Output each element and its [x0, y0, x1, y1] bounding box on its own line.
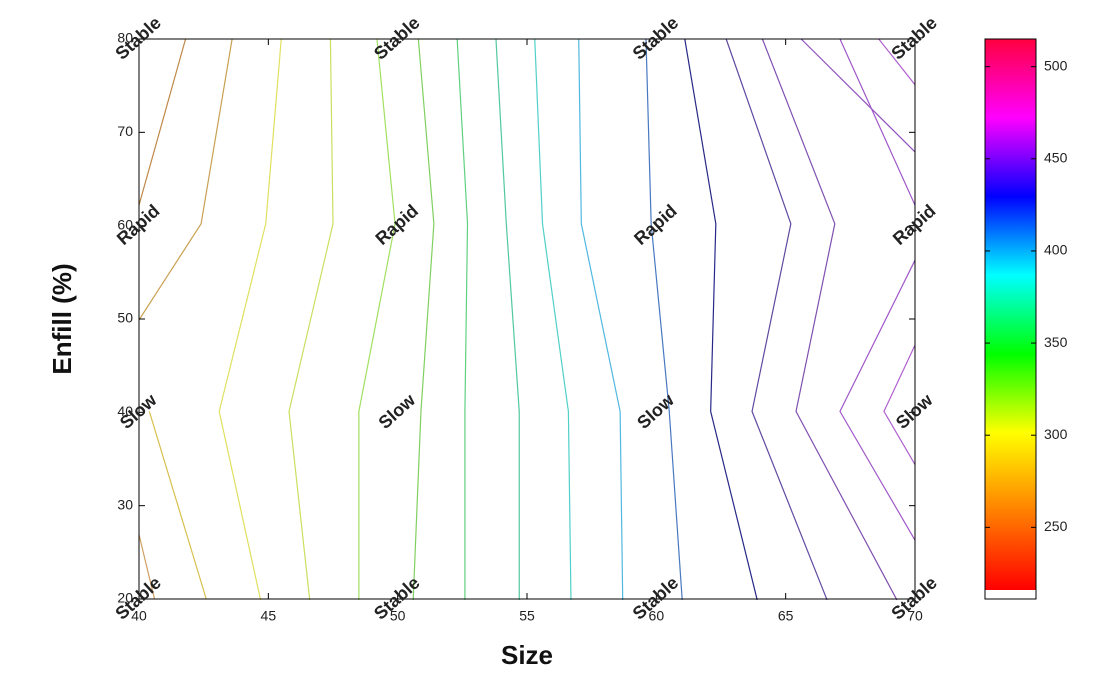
annotation: Rapid: [630, 201, 681, 249]
x-tick-label: 70: [907, 608, 923, 624]
contour-line: [456, 38, 469, 600]
y-tick-label: 70: [117, 123, 133, 139]
contour-line: [412, 38, 435, 600]
annotation: Stable: [370, 13, 424, 64]
contour-line: [800, 38, 916, 153]
colorbar-tick-label: 250: [1044, 518, 1068, 534]
annotation: Rapid: [372, 201, 423, 249]
contour-line: [358, 38, 396, 600]
contour-line: [138, 534, 156, 600]
contour-line: [725, 38, 828, 601]
y-tick-label: 80: [117, 30, 133, 46]
y-tick-label: 20: [117, 590, 133, 606]
x-tick-label: 40: [131, 608, 147, 624]
contour-line: [578, 38, 624, 600]
contour-line: [761, 38, 898, 601]
x-tick-label: 50: [390, 608, 406, 624]
contour-line: [534, 38, 572, 600]
y-tick-label: 60: [117, 216, 133, 232]
annotation: Slow: [375, 389, 420, 433]
contour-line: [218, 38, 282, 601]
contour-line: [495, 38, 520, 600]
contour-line: [839, 259, 916, 541]
y-axis-title: Enfill (%): [47, 263, 77, 374]
x-axis-title: Size: [501, 640, 553, 670]
x-tick-label: 45: [261, 608, 277, 624]
colorbar-frame: [984, 38, 1037, 600]
contour-line: [883, 344, 916, 465]
contour-line: [138, 38, 233, 321]
contour-line: [645, 38, 683, 600]
contour-line: [138, 38, 187, 206]
contour-line: [839, 38, 916, 206]
colorbar-tick-label: 300: [1044, 426, 1068, 442]
x-tick-label: 60: [649, 608, 665, 624]
x-tick-label: 65: [778, 608, 794, 624]
y-tick-label: 50: [117, 310, 133, 326]
colorbar-tick-label: 400: [1044, 242, 1068, 258]
colorbar-tick-label: 500: [1044, 57, 1068, 73]
colorbar-tick-label: 350: [1044, 334, 1068, 350]
y-tick-label: 30: [117, 496, 133, 512]
x-tick-label: 55: [519, 608, 535, 624]
colorbar-tick-label: 450: [1044, 149, 1068, 165]
annotation: Slow: [633, 389, 678, 433]
contour-line: [288, 38, 334, 600]
y-tick-label: 40: [117, 403, 133, 419]
contour-line: [148, 411, 207, 600]
annotation: Stable: [629, 13, 683, 64]
colorbar: [985, 39, 1036, 590]
annotation: Rapid: [889, 201, 940, 249]
annotation: Stable: [887, 13, 941, 64]
contour-line: [684, 38, 758, 601]
plot-frame: [138, 38, 916, 600]
contour-line: [878, 38, 916, 86]
